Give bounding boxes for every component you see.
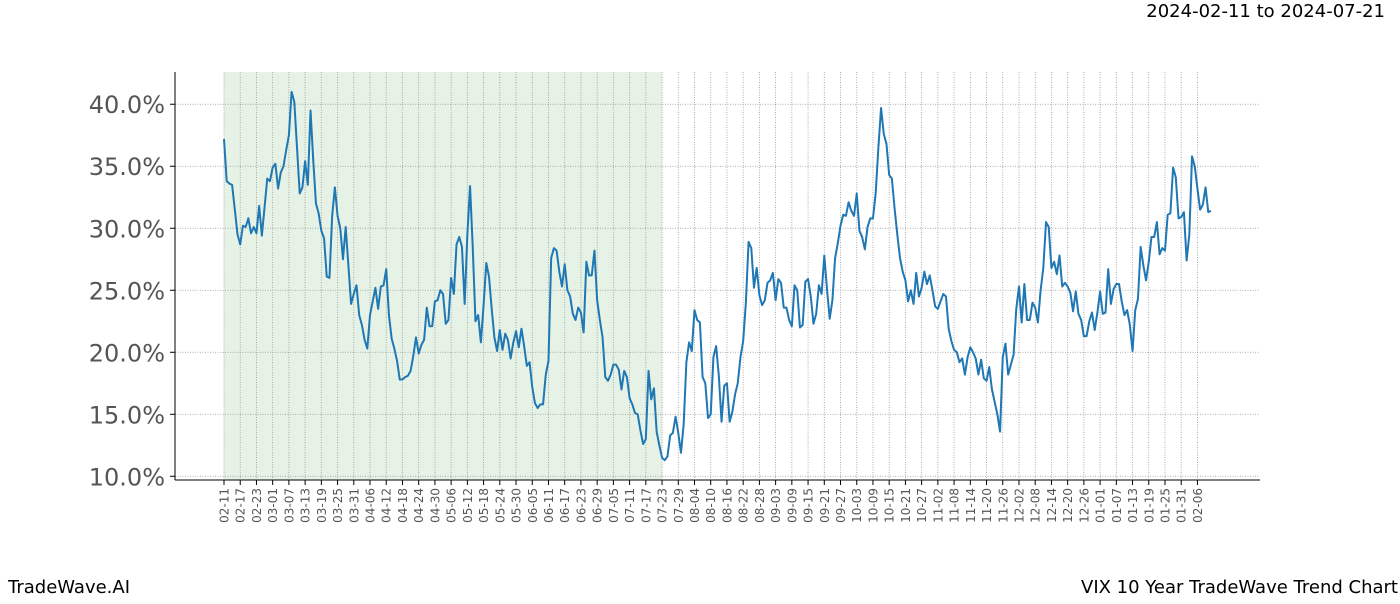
x-tick-label: 08-16 bbox=[720, 488, 734, 523]
x-tick-label: 05-12 bbox=[461, 488, 475, 523]
x-tick-label: 08-28 bbox=[753, 488, 767, 523]
x-tick-label: 02-17 bbox=[234, 488, 248, 523]
x-tick-label: 06-05 bbox=[526, 488, 540, 523]
x-tick-label: 12-08 bbox=[1029, 488, 1043, 523]
x-tick-label: 01-19 bbox=[1142, 488, 1156, 523]
x-tick-label: 09-27 bbox=[834, 488, 848, 523]
x-tick-label: 07-23 bbox=[656, 488, 670, 523]
y-tick-label: 15.0% bbox=[89, 401, 165, 429]
x-tick-label: 11-14 bbox=[964, 488, 978, 523]
x-tick-label: 10-15 bbox=[883, 488, 897, 523]
x-tick-label: 08-04 bbox=[688, 488, 702, 523]
x-tick-label: 04-12 bbox=[380, 488, 394, 523]
x-tick-label: 03-19 bbox=[315, 488, 329, 523]
x-tick-label: 02-11 bbox=[218, 488, 232, 523]
x-tick-label: 03-31 bbox=[347, 488, 361, 523]
x-tick-label: 01-25 bbox=[1158, 488, 1172, 523]
x-tick-label: 11-08 bbox=[948, 488, 962, 523]
x-tick-label: 06-11 bbox=[542, 488, 556, 523]
x-tick-label: 08-22 bbox=[737, 488, 751, 523]
x-tick-label: 04-18 bbox=[396, 488, 410, 523]
x-tick-label: 10-09 bbox=[866, 488, 880, 523]
x-tick-label: 03-13 bbox=[299, 488, 313, 523]
x-tick-label: 09-15 bbox=[802, 488, 816, 523]
x-tick-label: 10-27 bbox=[915, 488, 929, 523]
chart-title: VIX 10 Year TradeWave Trend Chart bbox=[1081, 577, 1398, 598]
x-tick-label: 05-30 bbox=[510, 488, 524, 523]
x-tick-label: 04-24 bbox=[412, 488, 426, 523]
y-tick-label: 30.0% bbox=[89, 215, 165, 243]
x-tick-label: 03-01 bbox=[266, 488, 280, 523]
x-tick-label: 10-03 bbox=[850, 488, 864, 523]
x-tick-label: 07-17 bbox=[639, 488, 653, 523]
x-tick-label: 01-31 bbox=[1175, 488, 1189, 523]
x-tick-label: 07-29 bbox=[672, 488, 686, 523]
x-tick-label: 01-13 bbox=[1126, 488, 1140, 523]
x-tick-label: 06-23 bbox=[574, 488, 588, 523]
y-tick-label: 10.0% bbox=[89, 463, 165, 491]
x-tick-label: 06-17 bbox=[558, 488, 572, 523]
x-tick-label: 11-26 bbox=[996, 488, 1010, 523]
y-tick-label: 20.0% bbox=[89, 339, 165, 367]
x-tick-label: 06-29 bbox=[591, 488, 605, 523]
x-tick-label: 04-06 bbox=[364, 488, 378, 523]
line-series bbox=[223, 90, 1212, 462]
x-tick-label: 07-11 bbox=[623, 488, 637, 523]
x-tick-label: 08-10 bbox=[704, 488, 718, 523]
x-tick-label: 03-07 bbox=[282, 488, 296, 523]
x-tick-label: 02-23 bbox=[250, 488, 264, 523]
y-tick-label: 40.0% bbox=[89, 91, 165, 119]
x-tick-label: 12-20 bbox=[1061, 488, 1075, 523]
brand: TradeWave.AI bbox=[7, 577, 130, 598]
x-tick-label: 05-06 bbox=[445, 488, 459, 523]
x-tick-label: 12-26 bbox=[1077, 488, 1091, 523]
x-tick-label: 12-02 bbox=[1012, 488, 1026, 523]
y-tick-label: 25.0% bbox=[89, 277, 165, 305]
x-tick-label: 07-05 bbox=[607, 488, 621, 523]
x-tick-label: 05-24 bbox=[493, 488, 507, 523]
x-tick-label: 01-01 bbox=[1094, 488, 1108, 523]
x-tick-label: 12-14 bbox=[1045, 488, 1059, 523]
x-tick-label: 11-20 bbox=[980, 488, 994, 523]
x-tick-label: 09-21 bbox=[818, 488, 832, 523]
x-tick-label: 03-25 bbox=[331, 488, 345, 523]
x-tick-label: 04-30 bbox=[428, 488, 442, 523]
x-tick-label: 01-07 bbox=[1110, 488, 1124, 523]
x-tick-label: 02-06 bbox=[1191, 488, 1205, 523]
chart-subtitle: 2024-02-11 to 2024-07-21 bbox=[1146, 1, 1385, 22]
x-tick-label: 09-03 bbox=[769, 488, 783, 523]
x-tick-label: 09-09 bbox=[785, 488, 799, 523]
y-tick-label: 35.0% bbox=[89, 153, 165, 181]
x-tick-label: 10-21 bbox=[899, 488, 913, 523]
x-tick-label: 11-02 bbox=[931, 488, 945, 523]
x-tick-label: 05-18 bbox=[477, 488, 491, 523]
